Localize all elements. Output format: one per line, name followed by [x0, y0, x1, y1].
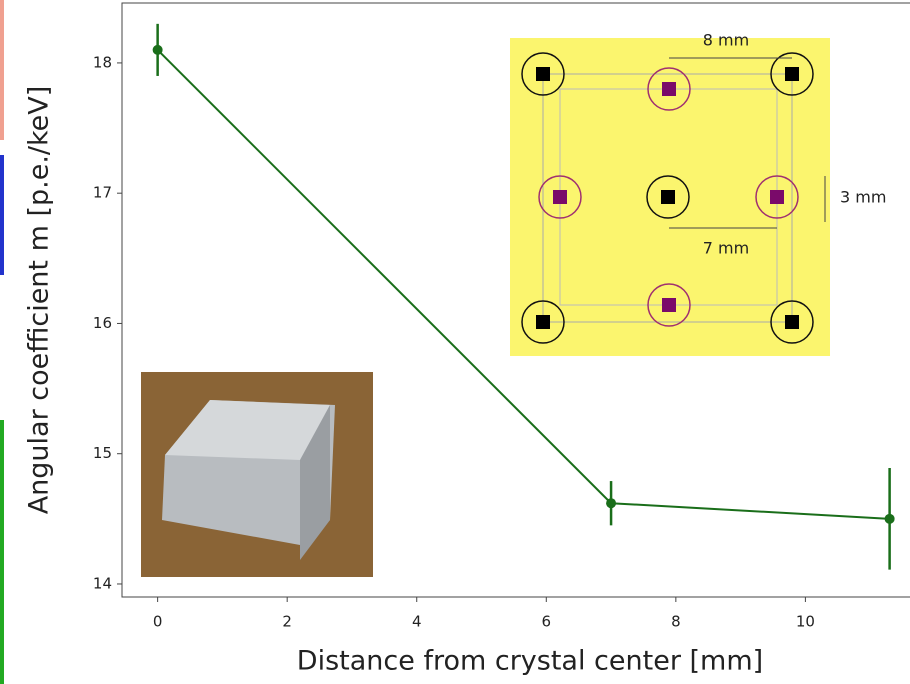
annotation: 8 mm	[703, 31, 749, 50]
edge-marker	[0, 420, 4, 684]
holes-black	[521, 52, 814, 344]
photo-block-side	[300, 405, 330, 560]
photo-block-top	[165, 400, 330, 460]
y-tick-label: 15	[93, 444, 112, 462]
edge-marker	[0, 0, 4, 140]
holes-purple	[538, 67, 799, 327]
y-tick-label: 18	[93, 53, 112, 71]
data-point	[884, 513, 895, 524]
squares-black	[536, 67, 799, 329]
y-tick-label: 16	[93, 314, 112, 332]
y-tick-label: 14	[93, 574, 112, 592]
y-tick-label: 17	[93, 184, 112, 202]
x-axis-label: Distance from crystal center [mm]	[297, 646, 763, 677]
plot-frame	[121, 2, 910, 598]
x-tick-label: 4	[412, 613, 422, 631]
x-tick-label: 2	[282, 613, 292, 631]
annotation: 7 mm	[703, 239, 749, 258]
y-axis-label: Angular coefficient m [p.e./keV]	[24, 86, 55, 515]
insets: 8 mm 3 mm 7 mm	[141, 31, 886, 577]
edge-marker	[0, 155, 4, 275]
data-point	[606, 498, 617, 509]
x-tick-label: 0	[153, 613, 163, 631]
x-tick-label: 10	[796, 613, 815, 631]
x-tick-label: 6	[542, 613, 552, 631]
squares-purple	[553, 82, 784, 312]
diagram-line	[542, 73, 793, 323]
annotation: 3 mm	[840, 188, 886, 207]
x-tick-label: 8	[671, 613, 681, 631]
data-point	[152, 44, 163, 55]
